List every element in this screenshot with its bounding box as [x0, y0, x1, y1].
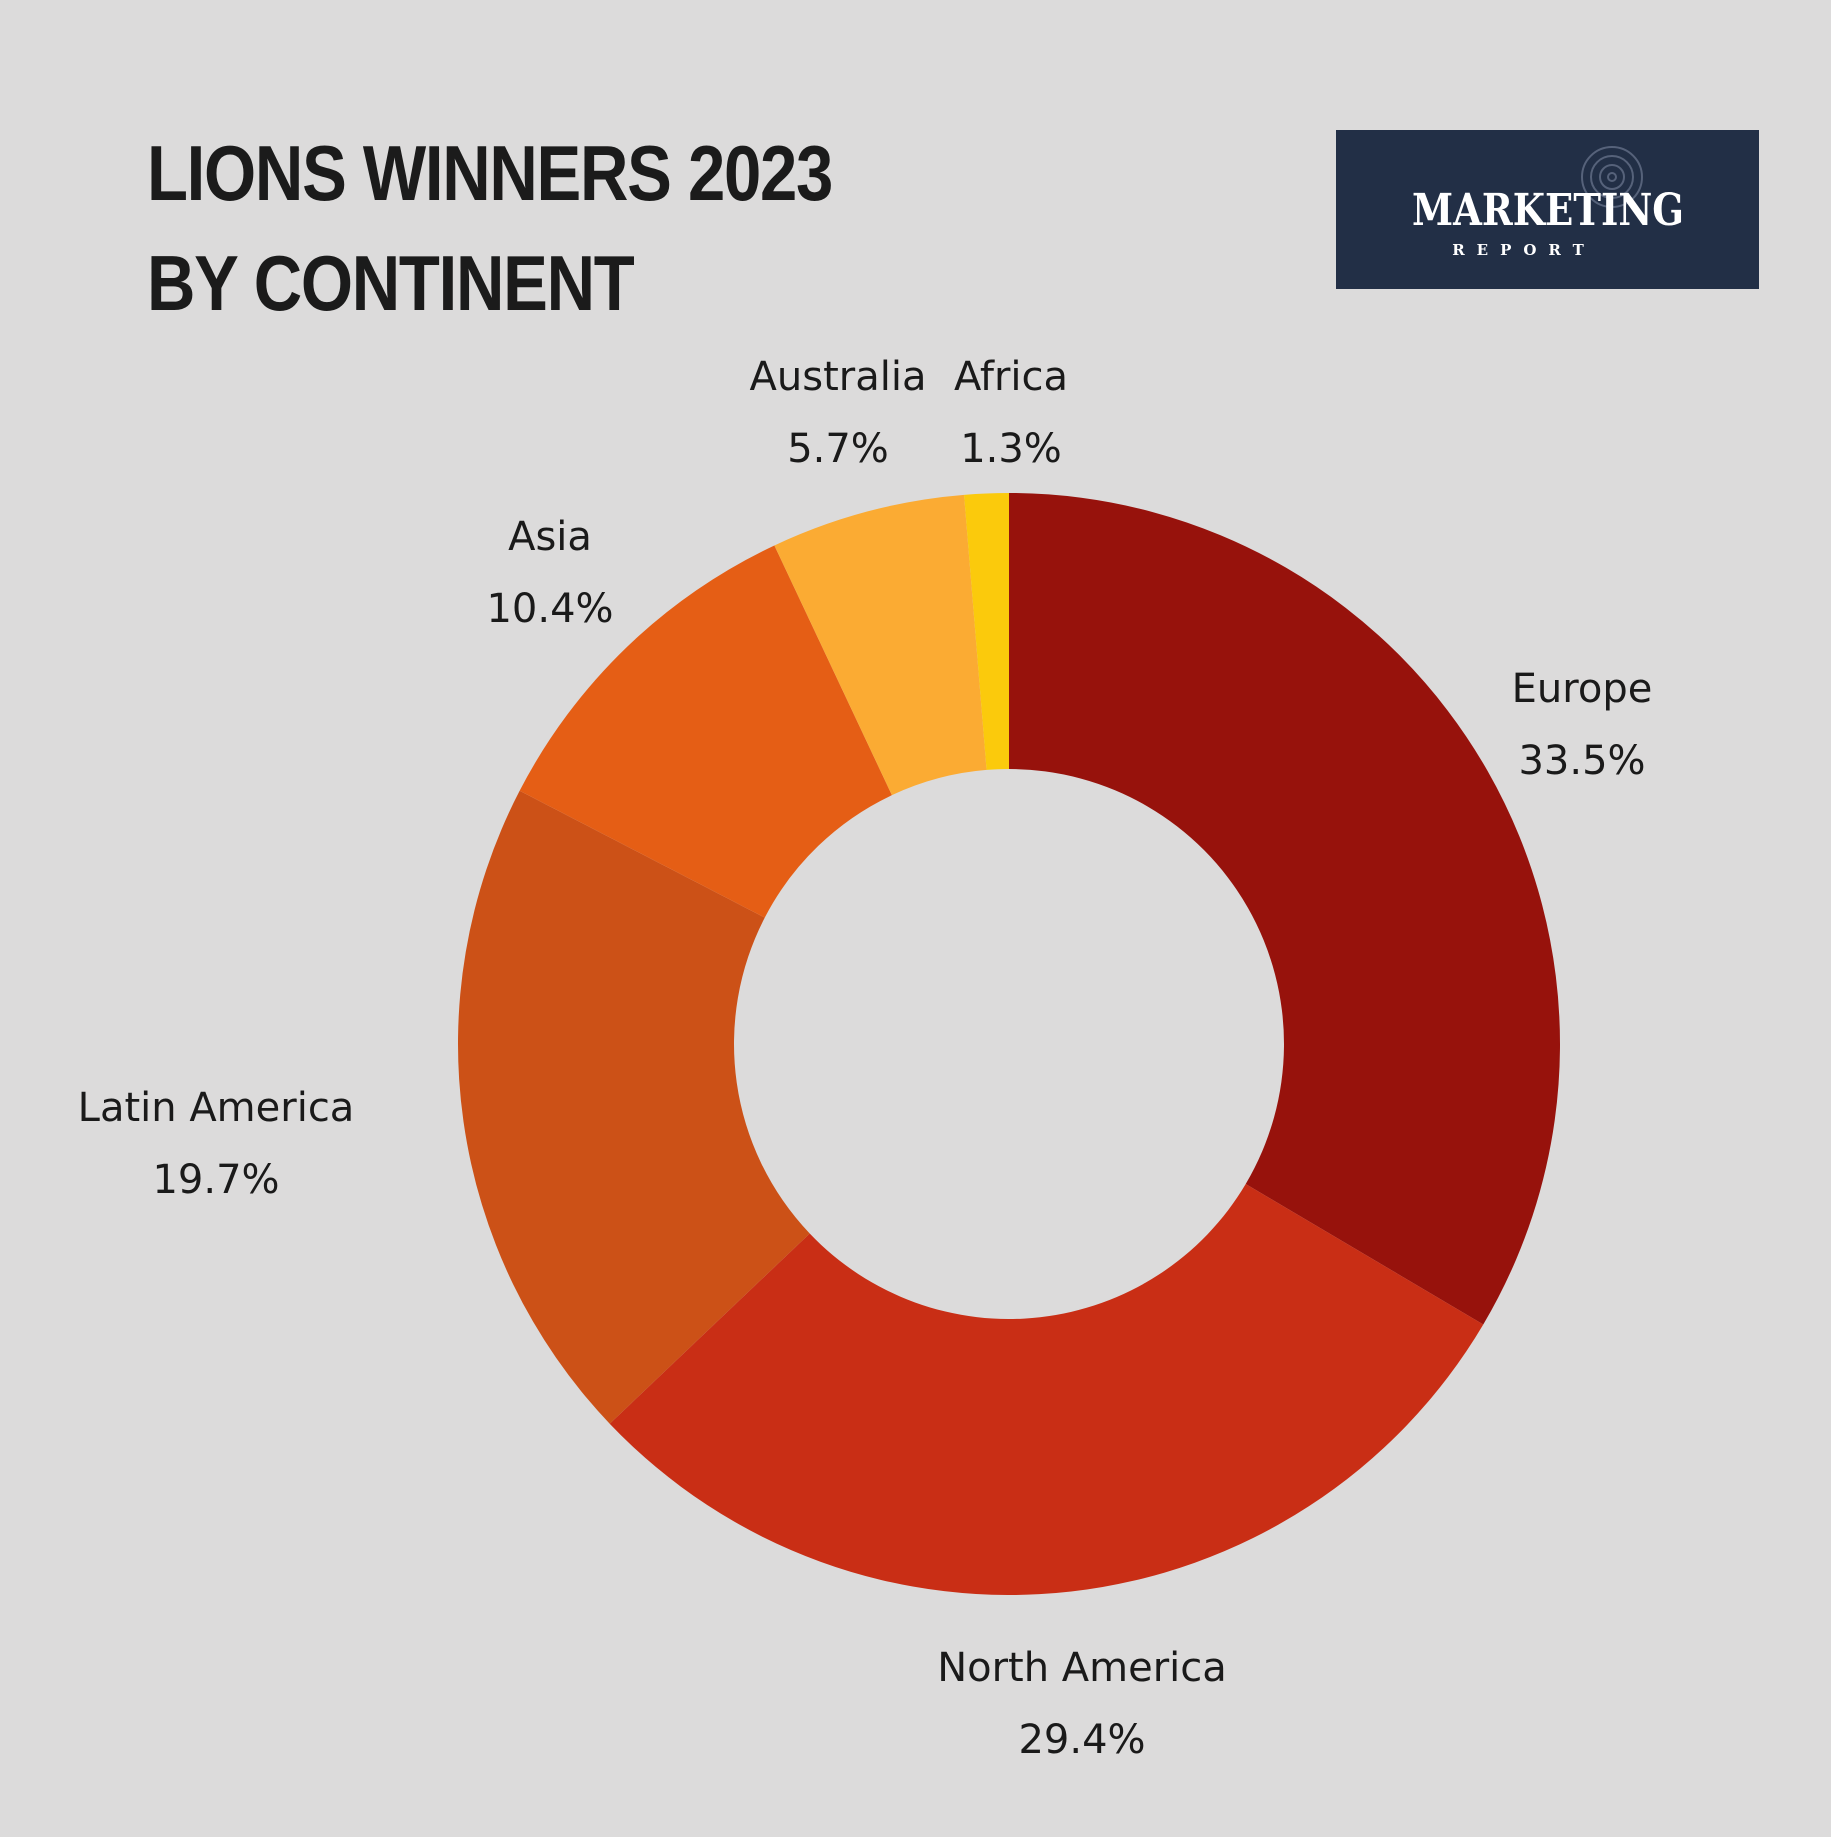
slice-label: Africa: [954, 354, 1068, 400]
chart-title-line-1: LIONS WINNERS 2023: [147, 129, 833, 217]
logo-main-text: MARKETING: [1412, 185, 1684, 236]
slice-value-label: 29.4%: [1018, 1717, 1145, 1763]
slice-value-label: 5.7%: [787, 426, 889, 472]
slice-label: Asia: [508, 514, 592, 560]
slice-label: Latin America: [78, 1085, 355, 1131]
chart-title: LIONS WINNERS 2023 BY CONTINENT: [147, 118, 833, 338]
slice-north-america: [609, 1183, 1484, 1595]
slice-australia: [774, 494, 987, 796]
slice-latin-america: [458, 790, 810, 1424]
logo-sub-text: REPORT: [1452, 241, 1596, 259]
slice-asia: [519, 545, 892, 918]
slice-labels: Europe 33.5% North America 29.4% Latin Ameri…: [78, 354, 1653, 1763]
slice-label: Europe: [1512, 666, 1653, 712]
slice-value-label: 1.3%: [960, 426, 1062, 472]
donut-slices: [458, 493, 1560, 1595]
slice-label: Australia: [750, 354, 927, 400]
slice-value-label: 19.7%: [152, 1157, 279, 1203]
slice-africa: [964, 493, 1009, 770]
slice-label: North America: [937, 1645, 1227, 1691]
target-rings-icon: [1581, 146, 1643, 208]
slice-value-label: 33.5%: [1518, 738, 1645, 784]
slice-europe: [1009, 493, 1560, 1325]
slice-value-label: 10.4%: [486, 586, 613, 632]
chart-title-line-2: BY CONTINENT: [147, 239, 635, 327]
marketing-report-logo: MARKETING REPORT: [1336, 130, 1759, 289]
